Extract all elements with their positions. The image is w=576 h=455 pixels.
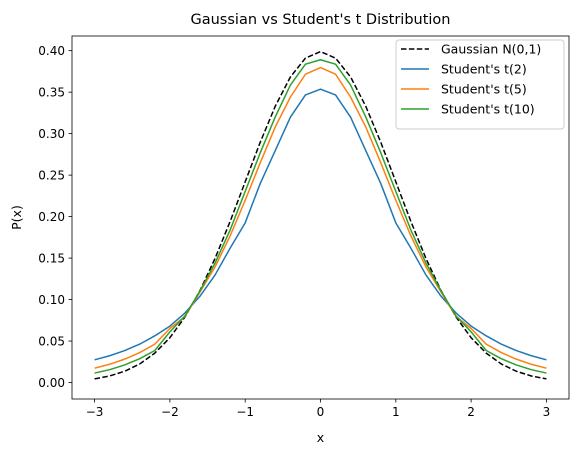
legend-label: Student's t(10) bbox=[441, 102, 535, 117]
legend-box bbox=[395, 39, 565, 130]
series-lines bbox=[94, 50, 547, 380]
y-tick-label: 0.20 bbox=[38, 210, 65, 224]
legend-label: Gaussian N(0,1) bbox=[441, 42, 541, 57]
series-line-1 bbox=[94, 50, 547, 380]
y-tick-label: 0.15 bbox=[38, 251, 65, 265]
y-tick-label: 0.00 bbox=[38, 376, 65, 390]
series-line-3 bbox=[94, 66, 547, 369]
x-tick-label: 0 bbox=[317, 405, 325, 419]
axes: −3 −2 −1 0 1 2 3 0.00 0.05 0.10 0.15 0.20 0.25 0.30 0.… bbox=[38, 35, 570, 419]
y-tick-label: 0.05 bbox=[38, 334, 65, 348]
y-tick-label: 0.35 bbox=[38, 85, 65, 99]
series-line-4 bbox=[94, 58, 547, 374]
x-tick-label: 2 bbox=[467, 405, 475, 419]
x-tick-label: 1 bbox=[392, 405, 400, 419]
y-tick-label: 0.40 bbox=[38, 44, 65, 58]
legend: Gaussian N(0,1) Student's t(2) Student's t… bbox=[395, 39, 565, 130]
y-tick-label: 0.30 bbox=[38, 127, 65, 141]
legend-label: Student's t(2) bbox=[441, 62, 527, 77]
y-tick-label: 0.10 bbox=[38, 293, 65, 307]
series-line-2 bbox=[94, 88, 547, 361]
x-axis-label: x bbox=[317, 430, 324, 445]
chart-title: Gaussian vs Student's t Distribution bbox=[191, 12, 451, 28]
x-tick-label: 3 bbox=[543, 405, 551, 419]
legend-label: Student's t(5) bbox=[441, 82, 527, 97]
y-tick-label: 0.25 bbox=[38, 168, 65, 182]
x-tick-label: −1 bbox=[236, 405, 254, 419]
y-axis-label: P(x) bbox=[9, 205, 24, 230]
x-tick-label: −3 bbox=[86, 405, 104, 419]
x-tick-label: −2 bbox=[161, 405, 179, 419]
